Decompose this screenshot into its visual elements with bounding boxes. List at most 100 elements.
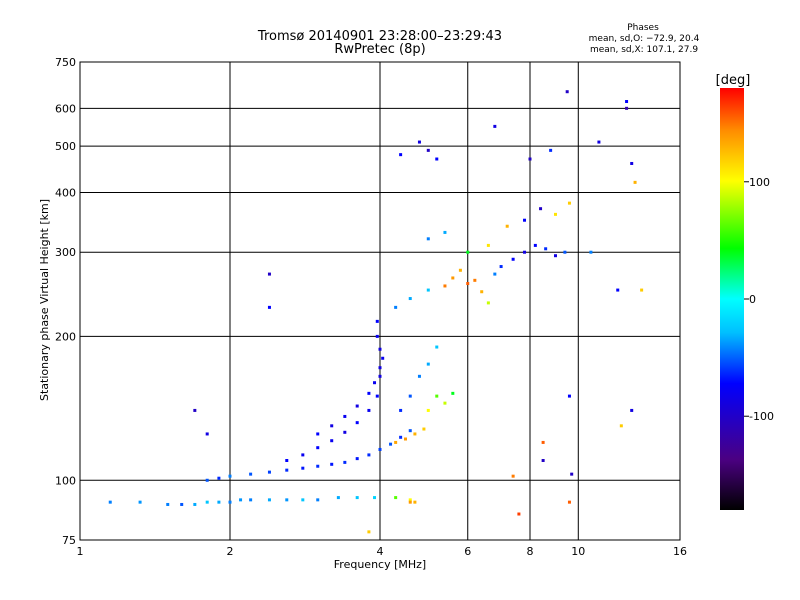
y-tick-label: 600 <box>55 102 76 115</box>
scatter-point <box>378 447 382 451</box>
scatter-point <box>625 100 629 104</box>
scatter-point <box>505 224 509 228</box>
scatter-point <box>408 429 412 433</box>
chart-subtitle: RwPretec (8p) <box>334 42 425 57</box>
scatter-point <box>228 500 232 504</box>
colorbar <box>720 88 744 510</box>
scatter-point <box>316 446 320 450</box>
scatter-point <box>480 290 484 294</box>
scatter-point <box>408 498 412 502</box>
scatter-point <box>533 243 537 247</box>
y-tick-label: 75 <box>62 534 76 547</box>
scatter-point <box>373 496 377 500</box>
x-tick-label: 2 <box>227 545 234 558</box>
scatter-point <box>166 502 170 506</box>
scatter-point <box>640 288 644 292</box>
scatter-point <box>426 362 430 366</box>
scatter-point <box>330 462 334 466</box>
scatter-point <box>285 458 289 462</box>
scatter-point <box>633 180 637 184</box>
x-tick-label: 6 <box>464 545 471 558</box>
scatter-point <box>426 408 430 412</box>
y-tick-label: 400 <box>55 186 76 199</box>
scatter-point <box>417 374 421 378</box>
scatter-point <box>239 498 243 502</box>
phase-box-heading: Phases <box>627 23 659 33</box>
scatter-point <box>267 305 271 309</box>
scatter-point <box>625 106 629 110</box>
scatter-point <box>435 394 439 398</box>
scatter-point <box>541 440 545 444</box>
scatter-point <box>375 394 379 398</box>
scatter-point <box>565 90 569 94</box>
scatter-point <box>367 453 371 457</box>
scatter-point <box>597 140 601 144</box>
scatter-point <box>630 161 634 165</box>
scatter-point <box>486 243 490 247</box>
scatter-point <box>630 408 634 412</box>
scatter-point <box>493 272 497 276</box>
scatter-point <box>443 284 447 288</box>
x-tick-labels: 1 2 4 6 8 10 16 <box>77 545 688 558</box>
x-tick-label: 8 <box>527 545 534 558</box>
y-axis-label: Stationary phase Virtual Height [km] <box>38 199 51 401</box>
y-tick-label: 500 <box>55 140 76 153</box>
scatter-point <box>399 435 403 439</box>
scatter-point <box>373 381 377 385</box>
chart-title: Tromsø 20140901 23:28:00–23:29:43 <box>257 29 502 44</box>
scatter-point <box>567 394 571 398</box>
scatter-point <box>473 278 477 282</box>
scatter-point <box>389 442 393 446</box>
scatter-point <box>343 414 347 418</box>
scatter-point <box>193 502 197 506</box>
scatter-point <box>180 502 184 506</box>
scatter-point <box>493 124 497 128</box>
colorbar-tick-label: 0 <box>749 293 756 306</box>
phase-box-line-o: mean, sd,O: −72.9, 20.4 <box>589 34 700 44</box>
scatter-point <box>267 272 271 276</box>
scatter-point <box>267 470 271 474</box>
scatter-point <box>443 401 447 405</box>
scatter-point <box>249 498 253 502</box>
scatter-point <box>553 254 557 258</box>
y-tick-label: 750 <box>55 56 76 69</box>
y-tick-label: 100 <box>55 474 76 487</box>
scatter-point <box>466 282 470 286</box>
scatter-point <box>367 408 371 412</box>
scatter-point <box>267 498 271 502</box>
scatter-points <box>108 90 644 534</box>
scatter-point <box>451 391 455 395</box>
scatter-point <box>499 265 503 269</box>
scatter-point <box>616 288 620 292</box>
scatter-point <box>443 230 447 234</box>
scatter-point <box>330 424 334 428</box>
scatter-point <box>417 140 421 144</box>
scatter-point <box>466 250 470 254</box>
scatter-point <box>301 466 305 470</box>
scatter-point <box>528 157 532 161</box>
scatter-point <box>408 394 412 398</box>
colorbar-label: [deg] <box>716 73 751 88</box>
scatter-point <box>205 432 209 436</box>
scatter-point <box>285 468 289 472</box>
scatter-point <box>217 500 221 504</box>
scatter-point <box>355 496 359 500</box>
grid-vertical-lines <box>229 62 579 540</box>
scatter-point <box>381 356 385 360</box>
scatter-point <box>619 424 623 428</box>
scatter-point <box>316 464 320 468</box>
scatter-point <box>378 347 382 351</box>
scatter-point <box>523 218 527 222</box>
scatter-point <box>205 478 209 482</box>
scatter-point <box>408 500 412 504</box>
scatter-point <box>567 201 571 205</box>
scatter-point <box>355 404 359 408</box>
scatter-point <box>570 472 574 476</box>
scatter-point <box>378 366 382 370</box>
scatter-point <box>399 408 403 412</box>
scatter-point <box>567 500 571 504</box>
x-tick-label: 10 <box>571 545 585 558</box>
x-tick-label: 16 <box>673 545 687 558</box>
scatter-point <box>285 498 289 502</box>
scatter-point <box>394 305 398 309</box>
